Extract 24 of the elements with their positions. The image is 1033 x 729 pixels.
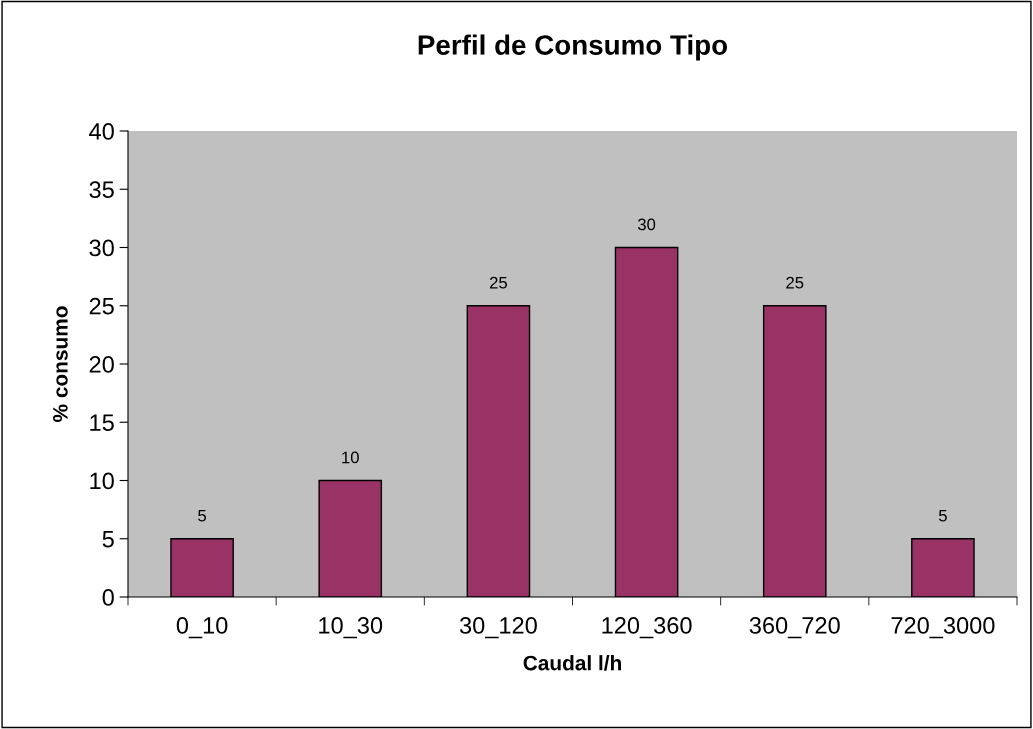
data-label: 30 xyxy=(637,218,656,231)
x-tick-label: 30_120 xyxy=(459,617,537,639)
x-axis-title: Caudal l/h xyxy=(523,655,621,671)
data-label: 5 xyxy=(198,509,207,522)
x-tick-label: 360_720 xyxy=(749,617,840,639)
chart-title: Perfil de Consumo Tipo xyxy=(418,34,728,61)
data-label: 25 xyxy=(489,276,507,289)
y-tick-label: 15 xyxy=(90,414,114,432)
y-tick-label: 20 xyxy=(89,356,114,373)
x-tick-label: 10_30 xyxy=(319,617,383,639)
y-tick-label: 5 xyxy=(102,531,114,548)
y-tick-label: 40 xyxy=(89,123,114,140)
y-tick-label: 10 xyxy=(90,472,114,490)
x-tick-label: 120_360 xyxy=(602,617,692,639)
y-tick-label: 25 xyxy=(89,297,114,315)
data-label: 5 xyxy=(938,509,947,522)
y-axis-title: % consumo xyxy=(53,306,68,422)
data-label: 10 xyxy=(342,451,359,464)
x-tick-label: 0_10 xyxy=(176,617,228,639)
y-tick-label: 0 xyxy=(102,589,114,606)
data-label: 25 xyxy=(786,276,804,289)
y-tick-label: 30 xyxy=(89,239,114,257)
y-tick-label: 35 xyxy=(89,181,114,199)
x-tick-label: 720_3000 xyxy=(891,617,995,639)
